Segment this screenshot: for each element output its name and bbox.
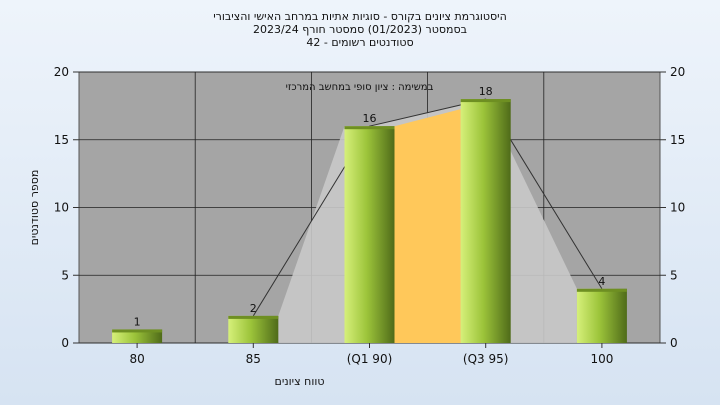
chart-title-line-1: היסטוגרמת ציונים בקורס - סוגיות אתיות במ… (213, 10, 507, 23)
data-label: 16 (363, 112, 377, 125)
y-tick-label-right: 0 (670, 336, 678, 350)
y-tick-label-left: 15 (54, 133, 69, 147)
bar (112, 329, 163, 343)
chart-title-line-3: סטודנטים רשומים - 42 (306, 36, 414, 49)
bar-top-cap (228, 315, 279, 319)
data-label: 2 (250, 302, 257, 315)
y-tick-label-left: 10 (54, 201, 69, 215)
bar (460, 99, 511, 343)
trend-line (252, 98, 603, 317)
x-tick-label: (Q3 95) (463, 352, 509, 366)
bar-top-cap (576, 288, 627, 292)
y-tick-label-right: 10 (670, 201, 685, 215)
interquartile-area (394, 109, 461, 343)
y-tick-label-left: 0 (61, 336, 69, 350)
x-tick-label: 80 (129, 352, 144, 366)
bar (228, 315, 279, 343)
y-tick-label-left: 20 (54, 65, 69, 79)
bar (344, 126, 395, 343)
x-tick-label: 100 (590, 352, 613, 366)
y-tick-label-right: 15 (670, 133, 685, 147)
bar-top-cap (460, 99, 511, 103)
chart-subtitle: במשימה : ציון סופי במחשב המרכזי (286, 82, 434, 93)
bar (576, 288, 627, 343)
chart-title-line-2: בסמסטר (01/2023) סמסטר חורף 2023/24 (253, 23, 467, 36)
y-tick-label-right: 20 (670, 65, 685, 79)
y-tick-label-left: 5 (61, 268, 69, 282)
data-label: 1 (134, 315, 141, 328)
x-tick-label: 85 (246, 352, 261, 366)
y-tick-label-right: 5 (670, 268, 678, 282)
y-axis-label: מספר סטודנטים (28, 170, 41, 246)
bar-top-cap (344, 126, 395, 130)
bar-top-cap (112, 329, 163, 333)
data-label: 4 (598, 275, 605, 288)
x-tick-label: (Q1 90) (347, 352, 393, 366)
data-label: 18 (479, 85, 493, 98)
x-axis-label: טווח ציונים (275, 375, 325, 388)
